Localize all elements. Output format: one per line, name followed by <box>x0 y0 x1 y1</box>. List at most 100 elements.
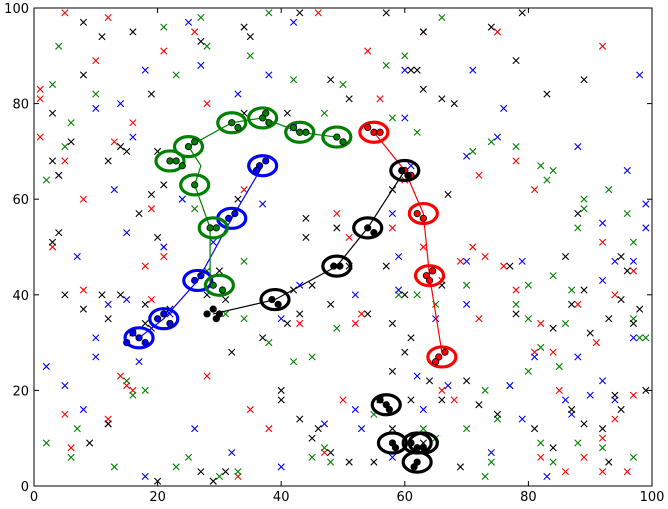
x-marker-black <box>636 305 644 313</box>
x-marker-green <box>549 272 557 280</box>
track-point-1 <box>265 119 273 127</box>
x-marker-black <box>580 420 588 428</box>
x-tick-label: 60 <box>397 490 414 505</box>
x-marker-blue <box>611 257 619 265</box>
x-marker-blue <box>209 238 217 246</box>
x-marker-red <box>388 224 397 232</box>
y-tick-label: 60 <box>12 193 29 208</box>
track-ring-0 <box>182 268 214 293</box>
x-marker-blue <box>277 463 285 471</box>
x-marker-blue <box>160 243 168 251</box>
track-point-1 <box>209 281 217 289</box>
x-marker-blue <box>463 300 471 308</box>
x-marker-red <box>339 396 347 404</box>
track-ring-1 <box>284 120 316 144</box>
x-marker-blue <box>629 334 638 342</box>
x-marker-green <box>339 80 347 89</box>
x-marker-green <box>308 453 316 461</box>
x-marker-blue <box>493 133 502 141</box>
track-ring-3 <box>401 450 433 474</box>
x-marker-black <box>116 143 125 151</box>
x-marker-black <box>221 295 230 304</box>
x-marker-black <box>487 23 495 31</box>
x-marker-black <box>388 425 397 433</box>
track-point-0 <box>129 329 137 337</box>
x-marker-blue <box>506 382 514 390</box>
x-marker-blue <box>42 362 50 371</box>
track-point-1 <box>228 119 236 127</box>
x-marker-red <box>500 262 508 270</box>
x-marker-red <box>456 257 465 265</box>
x-marker-green <box>55 42 63 50</box>
x-marker-blue <box>586 391 594 399</box>
x-marker-green <box>561 319 570 328</box>
x-marker-black <box>568 405 576 414</box>
x-marker-black <box>277 386 285 394</box>
x-marker-black <box>493 410 502 418</box>
x-marker-black <box>209 477 217 485</box>
x-marker-blue <box>642 200 650 208</box>
x-marker-red <box>147 205 156 213</box>
x-marker-blue <box>79 405 88 414</box>
x-marker-black <box>215 267 223 275</box>
x-marker-red <box>549 348 557 356</box>
x-marker-blue <box>357 425 366 433</box>
x-marker-red <box>629 267 638 275</box>
x-marker-black <box>438 396 446 404</box>
x-marker-black <box>98 291 106 299</box>
track-point-3 <box>364 224 372 232</box>
x-marker-blue <box>289 18 298 26</box>
x-marker-green <box>512 300 520 308</box>
x-marker-black <box>561 252 570 261</box>
x-marker-green <box>537 162 545 170</box>
x-marker-black <box>129 28 137 36</box>
y-tick-label: 20 <box>12 384 29 399</box>
x-marker-green <box>487 138 495 146</box>
track-ring-2 <box>426 345 458 369</box>
track-point-3 <box>274 300 282 308</box>
x-marker-blue <box>463 257 471 265</box>
x-marker-blue <box>116 100 125 108</box>
y-tick-label: 0 <box>21 480 29 495</box>
x-marker-blue <box>530 353 539 361</box>
track-point-3 <box>212 315 220 323</box>
x-marker-black <box>598 425 607 433</box>
track-point-3 <box>336 262 344 270</box>
x-marker-green <box>246 52 254 60</box>
x-marker-red <box>246 405 254 414</box>
x-marker-blue <box>259 200 267 208</box>
track-ring-3 <box>389 158 421 183</box>
series-layer <box>123 106 458 474</box>
track-point-1 <box>333 133 341 141</box>
track-point-1 <box>172 157 180 165</box>
x-marker-black <box>296 9 304 17</box>
track-point-3 <box>385 405 393 414</box>
x-marker-black <box>611 391 619 399</box>
x-marker-green <box>419 425 427 433</box>
x-marker-green <box>67 453 75 461</box>
x-marker-black <box>574 209 582 218</box>
x-marker-black <box>370 458 378 466</box>
track-point-1 <box>296 128 304 136</box>
x-marker-red <box>79 195 88 203</box>
x-marker-green <box>240 315 248 323</box>
x-marker-blue <box>598 276 607 285</box>
x-marker-red <box>79 286 88 294</box>
track-point-2 <box>432 358 440 366</box>
x-marker-red <box>351 319 359 328</box>
x-marker-green <box>555 362 563 371</box>
x-marker-red <box>129 119 137 127</box>
track-point-0 <box>160 310 168 318</box>
track-ring-3 <box>370 393 402 417</box>
x-marker-black <box>512 56 520 65</box>
track-point-0 <box>225 214 233 222</box>
x-marker-red <box>110 138 118 146</box>
x-marker-blue <box>141 66 149 74</box>
x-marker-green <box>191 205 199 213</box>
x-marker-red <box>345 233 353 242</box>
x-marker-red <box>580 453 588 461</box>
track-point-0 <box>197 272 205 280</box>
x-marker-black <box>221 468 230 476</box>
x-marker-green <box>629 238 638 246</box>
track-point-3 <box>370 229 378 237</box>
